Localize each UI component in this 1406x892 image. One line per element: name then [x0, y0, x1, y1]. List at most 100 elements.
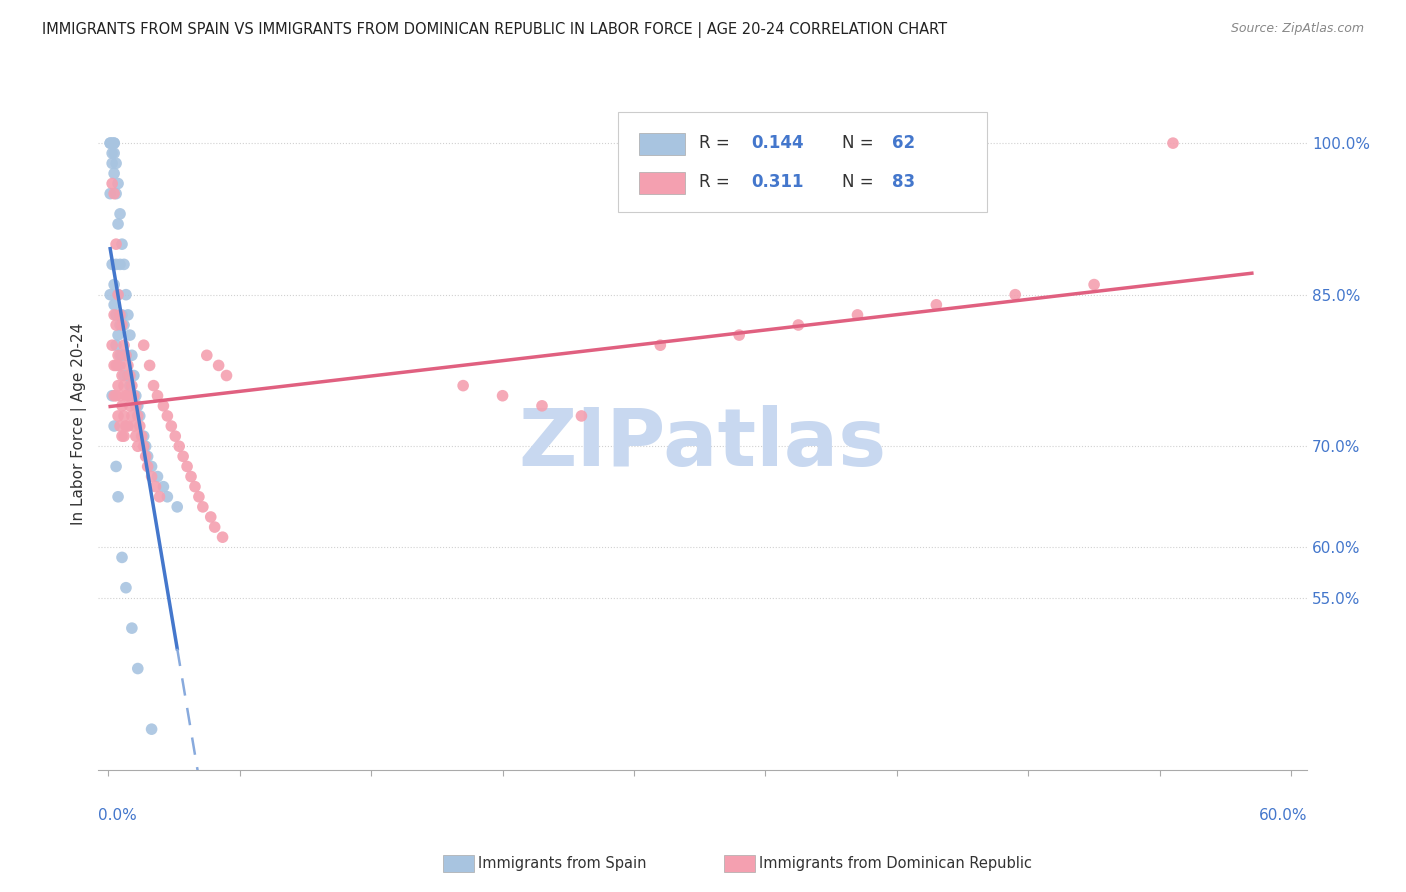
Point — [108, 308, 131, 322]
Point — [1004, 287, 1026, 301]
Point — [142, 378, 165, 392]
Point — [107, 378, 129, 392]
Point — [135, 450, 157, 464]
Point — [195, 348, 218, 362]
Point — [207, 359, 229, 373]
Bar — [638, 133, 685, 155]
Point — [728, 328, 751, 343]
Point — [103, 298, 125, 312]
Point — [787, 318, 810, 332]
Point — [115, 348, 138, 362]
Point — [112, 409, 135, 423]
Point — [108, 359, 131, 373]
Point — [105, 186, 128, 201]
Point — [117, 359, 139, 373]
Point — [115, 419, 138, 434]
Point — [108, 389, 131, 403]
Point — [180, 469, 202, 483]
Point — [107, 359, 129, 373]
Point — [101, 156, 124, 170]
Point — [111, 368, 134, 383]
Point — [152, 480, 174, 494]
Point — [103, 166, 125, 180]
Point — [125, 389, 148, 403]
Point — [103, 136, 125, 150]
Point — [166, 500, 188, 514]
Point — [115, 581, 138, 595]
Point — [101, 389, 124, 403]
Point — [846, 308, 869, 322]
Point — [108, 419, 131, 434]
Point — [112, 257, 135, 271]
Point — [101, 338, 124, 352]
Point — [118, 378, 141, 392]
Point — [112, 429, 135, 443]
Point — [121, 409, 143, 423]
Point — [105, 359, 128, 373]
Point — [136, 459, 159, 474]
Point — [111, 308, 134, 322]
Point — [215, 368, 238, 383]
Point — [204, 520, 226, 534]
Point — [111, 550, 134, 565]
Point — [98, 287, 121, 301]
Point — [107, 287, 129, 301]
Point — [211, 530, 233, 544]
Point — [103, 136, 125, 150]
Point — [1161, 136, 1184, 150]
Text: 0.144: 0.144 — [751, 134, 804, 153]
Point — [105, 318, 128, 332]
Point — [127, 409, 149, 423]
Point — [118, 399, 141, 413]
Point — [152, 399, 174, 413]
Text: 62: 62 — [893, 134, 915, 153]
Point — [925, 298, 948, 312]
Point — [111, 318, 134, 332]
Point — [117, 419, 139, 434]
Point — [107, 348, 129, 362]
Point — [132, 439, 155, 453]
Point — [530, 399, 553, 413]
Point — [122, 419, 145, 434]
Point — [105, 237, 128, 252]
Point — [165, 429, 187, 443]
Point — [156, 409, 179, 423]
Text: IMMIGRANTS FROM SPAIN VS IMMIGRANTS FROM DOMINICAN REPUBLIC IN LABOR FORCE | AGE: IMMIGRANTS FROM SPAIN VS IMMIGRANTS FROM… — [42, 22, 948, 38]
Point — [101, 177, 124, 191]
Point — [118, 368, 141, 383]
Text: N =: N = — [842, 173, 879, 191]
Point — [103, 186, 125, 201]
Text: R =: R = — [699, 134, 735, 153]
Point — [107, 177, 129, 191]
Text: 0.0%: 0.0% — [98, 808, 138, 823]
Point — [107, 287, 129, 301]
Point — [167, 439, 190, 453]
Point — [115, 389, 138, 403]
Point — [117, 389, 139, 403]
Point — [138, 359, 160, 373]
Point — [132, 429, 155, 443]
Text: N =: N = — [842, 134, 879, 153]
Point — [160, 419, 183, 434]
Point — [146, 389, 169, 403]
Point — [184, 480, 207, 494]
Point — [111, 429, 134, 443]
Point — [103, 389, 125, 403]
Point — [128, 419, 150, 434]
Point — [200, 510, 222, 524]
FancyBboxPatch shape — [619, 112, 987, 212]
Point — [98, 136, 121, 150]
Point — [111, 399, 134, 413]
Point — [187, 490, 209, 504]
Point — [121, 378, 143, 392]
Point — [103, 308, 125, 322]
Point — [141, 459, 163, 474]
Point — [108, 207, 131, 221]
Point — [571, 409, 593, 423]
Point — [117, 368, 139, 383]
Point — [131, 429, 153, 443]
Point — [108, 257, 131, 271]
Point — [122, 389, 145, 403]
Point — [101, 136, 124, 150]
Point — [101, 146, 124, 161]
